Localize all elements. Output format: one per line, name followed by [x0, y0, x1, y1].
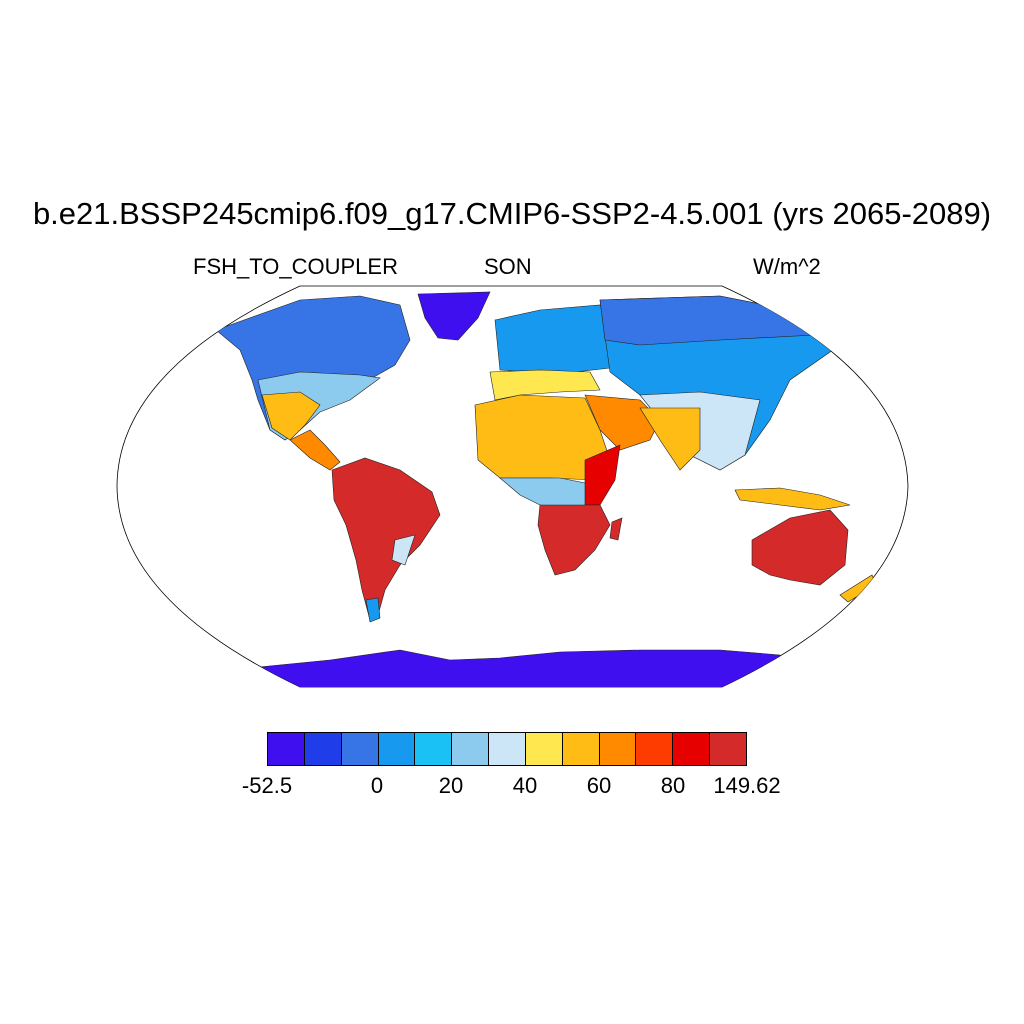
colorbar-swatch: [599, 733, 637, 765]
variable-label: FSH_TO_COUPLER: [193, 254, 398, 279]
central-america: [289, 429, 341, 471]
units-label: W/m^2: [753, 254, 821, 279]
south-asia: [639, 407, 701, 471]
colorbar-tick-label: 80: [660, 773, 686, 798]
colorbar-swatch: [268, 733, 305, 765]
colorbar-tick-label: 0: [370, 773, 384, 798]
colorbar-swatch: [562, 733, 600, 765]
south-america-east: [391, 534, 416, 566]
colorbar-swatch: [673, 733, 711, 765]
antarctica: [219, 649, 801, 687]
map-title: b.e21.BSSP245cmip6.f09_g17.CMIP6-SSP2-4.…: [32, 196, 992, 231]
africa-south: [537, 504, 611, 576]
australia: [751, 509, 849, 586]
indonesia: [734, 487, 851, 511]
south-america: [331, 457, 441, 621]
colorbar-swatch: [341, 733, 379, 765]
colorbar-tick-label: 40: [512, 773, 538, 798]
colorbar-swatch: [525, 733, 563, 765]
colorbar-swatch: [378, 733, 416, 765]
colorbar-swatch: [636, 733, 674, 765]
madagascar: [609, 517, 623, 541]
colorbar-tick-label: 20: [438, 773, 464, 798]
colorbar: [267, 732, 747, 766]
colorbar-swatch: [489, 733, 526, 765]
colorbar-swatch: [415, 733, 453, 765]
greenland: [417, 291, 491, 341]
europe-south: [489, 369, 601, 401]
colorbar-swatch: [304, 733, 342, 765]
colorbar-tick-label: 149.62: [713, 773, 781, 798]
western-us: [261, 391, 321, 441]
colorbar-tick-label: 60: [586, 773, 612, 798]
patagonia: [365, 597, 381, 623]
asia-north: [599, 295, 821, 346]
colorbar-swatch: [452, 733, 490, 765]
africa-east: [584, 444, 621, 506]
colorbar-swatch: [710, 733, 746, 765]
colorbar-tick-label: -52.5: [241, 773, 293, 798]
season-label: SON: [484, 254, 532, 279]
